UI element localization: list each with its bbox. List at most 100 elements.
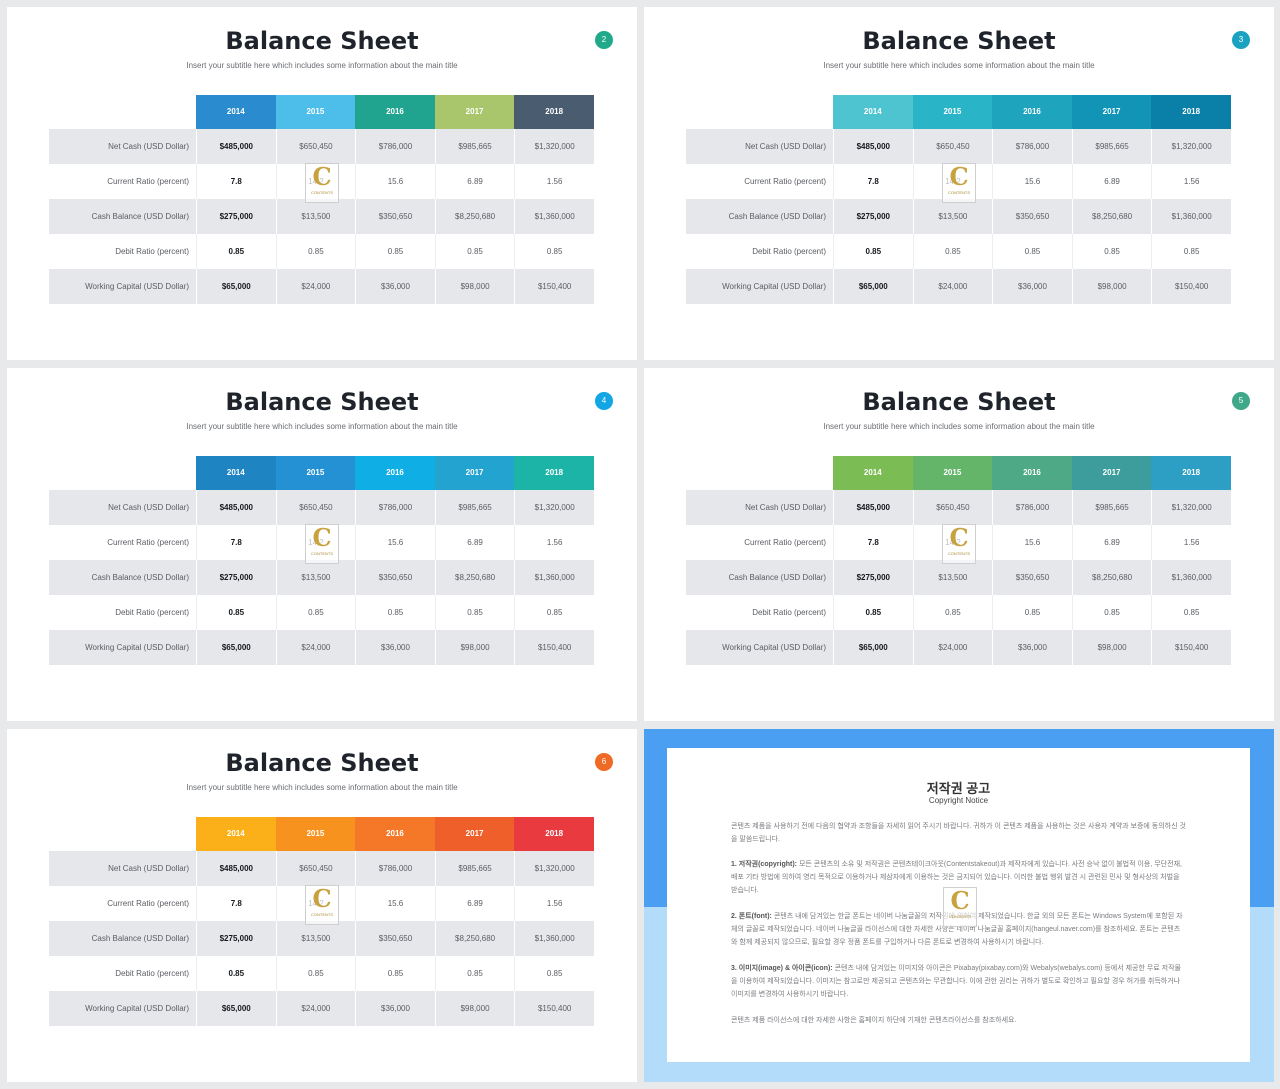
row-label: Net Cash (USD Dollar) xyxy=(108,503,189,512)
notice-outro: 콘텐츠 제품 라이선스에 대한 자세한 사항은 홈페이지 하단에 기재한 콘텐츠… xyxy=(731,1017,1017,1024)
watermark-text: CONTENTS xyxy=(948,190,970,195)
table-cell: 0.85 xyxy=(1151,234,1231,269)
slide-title: Balance Sheet xyxy=(225,388,419,416)
row-label: Working Capital (USD Dollar) xyxy=(722,643,826,652)
table-row: Working Capital (USD Dollar) $65,000 $24,0… xyxy=(49,630,594,665)
row-label: Working Capital (USD Dollar) xyxy=(85,1004,189,1013)
table-cell: 0.85 xyxy=(912,595,993,630)
row-label: Current Ratio (percent) xyxy=(107,538,189,547)
page-number-badge: 2 xyxy=(595,31,613,49)
table-row: Cash Balance (USD Dollar) $275,000 $13,500… xyxy=(49,921,594,956)
copyright-notice-slide: 저작권 공고 Copyright Notice 콘텐츠 제품을 사용하기 전에 … xyxy=(644,729,1274,1082)
year-header: 2018 xyxy=(514,456,594,490)
table-header-row: 2014 2015 2016 2017 2018 xyxy=(196,817,594,851)
table-header-row: 2014 2015 2016 2017 2018 xyxy=(196,95,594,129)
balance-sheet-slide: Balance Sheet Insert your subtitle here w… xyxy=(7,729,637,1082)
notice-section-2: 2. 폰트(font): 콘텐츠 내에 담겨있는 한글 폰트는 네이버 나눔글꼴… xyxy=(731,910,1186,949)
table-cell: $150,400 xyxy=(514,630,594,665)
page-number-badge: 3 xyxy=(1232,31,1250,49)
table-cell: $350,650 xyxy=(355,199,435,234)
table-cell: $36,000 xyxy=(992,269,1072,304)
table-cell: $485,000 xyxy=(196,129,276,164)
row-label: Cash Balance (USD Dollar) xyxy=(91,212,189,221)
row-label: Debit Ratio (percent) xyxy=(752,247,826,256)
table-cell: $275,000 xyxy=(833,199,913,234)
table-cell: $275,000 xyxy=(196,560,276,595)
row-label: Current Ratio (percent) xyxy=(107,177,189,186)
table-cell: $24,000 xyxy=(275,991,356,1026)
table-cell: $8,250,680 xyxy=(434,560,515,595)
table-cell: 15.6 xyxy=(355,525,435,560)
table-cell: $985,665 xyxy=(1071,129,1152,164)
table-row: Cash Balance (USD Dollar) $275,000 $13,500… xyxy=(49,199,594,234)
notice-section-2-head: 2. 폰트(font): xyxy=(731,913,772,920)
table-cell: $150,400 xyxy=(514,269,594,304)
table-cell: 0.85 xyxy=(833,234,913,269)
table-cell: $350,650 xyxy=(355,921,435,956)
table-cell: $1,320,000 xyxy=(514,129,594,164)
table-cell: $8,250,680 xyxy=(1071,560,1152,595)
row-label: Cash Balance (USD Dollar) xyxy=(91,573,189,582)
balance-sheet-slide: Balance Sheet Insert your subtitle here w… xyxy=(7,368,637,721)
table-cell: $98,000 xyxy=(434,269,515,304)
table-cell: 7.8 xyxy=(196,886,276,921)
table-cell: $1,320,000 xyxy=(514,851,594,886)
table-cell: $650,450 xyxy=(275,129,356,164)
watermark-letter: C xyxy=(949,523,969,552)
table-row: Net Cash (USD Dollar) $485,000 $650,450 $78… xyxy=(49,490,594,525)
year-header: 2016 xyxy=(992,95,1072,129)
table-cell: $275,000 xyxy=(833,560,913,595)
table-cell: $65,000 xyxy=(196,269,276,304)
row-label: Debit Ratio (percent) xyxy=(115,247,189,256)
table-cell: $36,000 xyxy=(355,269,435,304)
table-row: Net Cash (USD Dollar) $485,000 $650,450 $78… xyxy=(49,129,594,164)
table-cell: $485,000 xyxy=(196,490,276,525)
notice-card: 저작권 공고 Copyright Notice 콘텐츠 제품을 사용하기 전에 … xyxy=(667,748,1250,1062)
table-cell: 0.85 xyxy=(1151,595,1231,630)
notice-subtitle: Copyright Notice xyxy=(928,796,989,805)
row-label: Working Capital (USD Dollar) xyxy=(85,643,189,652)
notice-section-2-body: 콘텐츠 내에 담겨있는 한글 폰트는 네이버 나눔글꼴의 저작권에 의하여 제작… xyxy=(731,913,1183,946)
table-cell: 0.85 xyxy=(992,595,1072,630)
slide-subtitle: Insert your subtitle here which includes… xyxy=(823,422,1095,431)
table-cell: $36,000 xyxy=(992,630,1072,665)
table-cell: $150,400 xyxy=(1151,630,1231,665)
table-cell: 0.85 xyxy=(275,234,356,269)
table-cell: $985,665 xyxy=(434,851,515,886)
row-label: Net Cash (USD Dollar) xyxy=(108,864,189,873)
table-cell: $8,250,680 xyxy=(1071,199,1152,234)
table-cell: 7.8 xyxy=(196,164,276,199)
table-cell: 0.85 xyxy=(434,234,515,269)
table-header-row: 2014 2015 2016 2017 2018 xyxy=(833,95,1231,129)
notice-section-3: 3. 이미지(image) & 아이콘(icon): 콘텐츠 내에 담겨있는 이… xyxy=(731,962,1186,1001)
table-cell: $8,250,680 xyxy=(434,199,515,234)
table-cell: $1,320,000 xyxy=(1151,490,1231,525)
watermark-letter: C xyxy=(312,884,332,913)
year-header: 2018 xyxy=(514,817,594,851)
year-header: 2015 xyxy=(912,456,993,490)
table-cell: 6.89 xyxy=(434,164,515,199)
table-cell: $24,000 xyxy=(275,269,356,304)
year-header: 2014 xyxy=(833,456,913,490)
table-cell: 15.6 xyxy=(355,886,435,921)
row-label: Working Capital (USD Dollar) xyxy=(722,282,826,291)
year-header: 2017 xyxy=(434,456,515,490)
year-header: 2018 xyxy=(1151,95,1231,129)
table-cell: $650,450 xyxy=(275,851,356,886)
year-header: 2017 xyxy=(1071,95,1152,129)
slide-title: Balance Sheet xyxy=(862,388,1056,416)
page-number-badge: 4 xyxy=(595,392,613,410)
table-cell: 0.85 xyxy=(196,956,276,991)
row-label: Net Cash (USD Dollar) xyxy=(745,142,826,151)
table-cell: 0.85 xyxy=(1071,595,1152,630)
table-cell: $650,450 xyxy=(275,490,356,525)
table-cell: $65,000 xyxy=(196,991,276,1026)
table-row: Cash Balance (USD Dollar) $275,000 $13,500… xyxy=(686,199,1231,234)
table-cell: $36,000 xyxy=(355,991,435,1026)
table-row: Working Capital (USD Dollar) $65,000 $24,0… xyxy=(49,991,594,1026)
notice-section-1-head: 1. 저작권(copyright): xyxy=(731,861,797,868)
table-cell: 1.56 xyxy=(514,525,594,560)
row-label: Cash Balance (USD Dollar) xyxy=(728,573,826,582)
balance-sheet-slide: Balance Sheet Insert your subtitle here w… xyxy=(644,7,1274,360)
watermark-text: CONTENTS xyxy=(311,190,333,195)
